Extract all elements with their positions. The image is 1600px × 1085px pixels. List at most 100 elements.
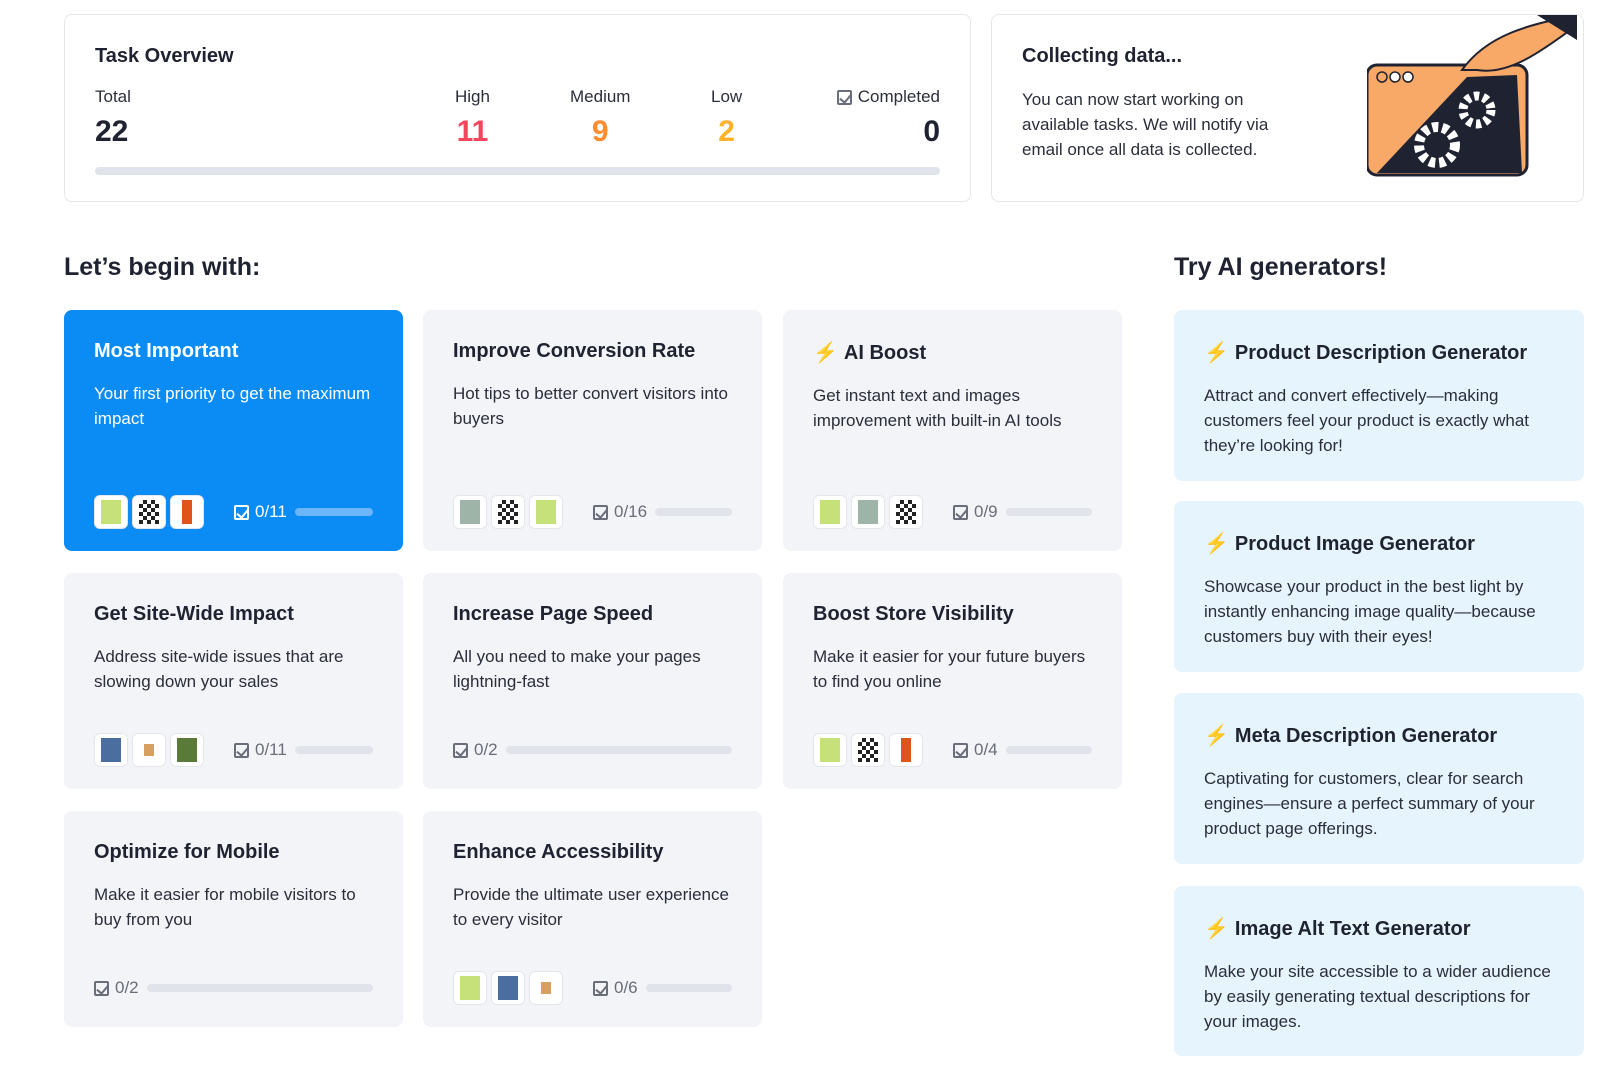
progress-bar [146,984,373,992]
card-description: All you need to make your pages lightnin… [453,647,701,691]
card-title: Increase Page Speed [453,603,654,625]
task-card[interactable]: Optimize for Mobile Make it easier for m… [64,811,403,1027]
product-thumbnail [453,971,487,1005]
high-value: 11 [456,115,489,148]
card-title: Enhance Accessibility [453,841,664,863]
ai-card-title: Image Alt Text Generator [1234,918,1471,940]
task-count: 0/6 [614,978,638,997]
task-count: 0/16 [614,502,648,521]
task-card[interactable]: Enhance Accessibility Provide the ultima… [423,811,762,1027]
task-count: 0/2 [474,740,498,759]
ai-generator-card[interactable]: ⚡ Image Alt Text Generator Make your site … [1174,886,1584,1056]
high-label: High [455,87,490,106]
progress-bar [645,984,732,992]
product-thumbnail [491,971,525,1005]
task-card[interactable]: Increase Page Speed All you need to make… [423,573,762,789]
task-card[interactable]: Most Important Your first priority to ge… [64,310,403,551]
ai-card-title: Product Image Generator [1234,533,1475,555]
lightning-icon: ⚡ [813,342,838,364]
product-thumbnail [94,733,128,767]
progress-bar [505,746,732,754]
task-card[interactable]: Improve Conversion Rate Hot tips to bett… [423,310,762,551]
ai-card-title: Product Description Generator [1234,342,1528,364]
card-title: Boost Store Visibility [813,603,1014,625]
product-thumbnail [529,971,563,1005]
gears-browser-illustration [1367,15,1577,177]
ai-card-description: Showcase your product in the best light … [1204,577,1536,646]
checkbox-icon [94,980,109,996]
low-value: 2 [718,115,735,148]
low-label: Low [711,87,743,106]
task-count: 0/11 [255,740,287,759]
collecting-data-panel: Collecting data... You can now start wor… [991,14,1584,202]
card-description: Provide the ultimate user experience to … [453,885,729,929]
medium-value: 9 [591,115,609,148]
ai-card-description: Attract and convert effectively—making c… [1204,386,1530,455]
product-thumbnail [851,495,885,529]
collecting-title: Collecting data... [1022,45,1183,67]
product-thumbnail [889,495,923,529]
task-count: 0/9 [974,502,998,521]
progress-bar [1005,508,1092,516]
lightning-icon: ⚡ [1204,725,1229,747]
checkbox-icon [593,504,608,520]
card-title: ⚡ AI Boost [813,342,927,364]
lightning-icon: ⚡ [1204,342,1229,364]
ai-generator-card[interactable]: ⚡ Product Image Generator Showcase your pr… [1174,501,1584,672]
ai-card-description: Captivating for customers, clear for sea… [1204,769,1535,838]
product-thumbnail [453,495,487,529]
begin-section-title: Let’s begin with: [64,253,261,281]
medium-label: Medium [570,87,631,106]
progress-bar [1005,746,1092,754]
task-overview-title: Task Overview [95,45,234,67]
task-count: 0/4 [974,740,998,759]
checkbox-icon [453,742,468,758]
stat-high: High 11 [455,87,490,149]
task-count: 0/2 [115,978,139,997]
product-thumbnail [813,733,847,767]
total-label: Total [95,87,131,106]
task-card[interactable]: Boost Store Visibility Make it easier fo… [783,573,1122,789]
overall-progress-bar [95,167,940,175]
ai-section-title: Try AI generators! [1174,253,1388,281]
stat-completed: Completed 0 [836,87,940,149]
product-thumbnail [170,495,204,529]
card-description: Get instant text and images improvement … [813,386,1062,430]
card-description: Hot tips to better convert visitors into… [453,384,728,428]
card-description: Address site-wide issues that are slowin… [94,647,344,691]
stat-low: Low 2 [711,87,742,149]
checkbox-icon [953,504,968,520]
ai-generator-card[interactable]: ⚡ Product Description Generator Attract an… [1174,310,1584,481]
completed-value: 0 [923,115,940,148]
checkbox-icon [234,504,249,520]
ai-card-description: Make your site accessible to a wider aud… [1204,962,1551,1031]
card-description: Make it easier for mobile visitors to bu… [94,885,356,929]
progress-bar [294,746,373,754]
card-title: Improve Conversion Rate [453,340,696,362]
checkbox-icon [836,89,852,105]
product-thumbnail [491,495,525,529]
product-thumbnail [132,733,166,767]
ai-card-title: Meta Description Generator [1234,725,1498,747]
lightning-icon: ⚡ [1204,918,1229,940]
progress-bar [294,508,373,516]
product-thumbnail [851,733,885,767]
stat-medium: Medium 9 [570,87,630,149]
lightning-icon: ⚡ [1204,533,1229,555]
completed-label: Completed [857,87,940,106]
task-card[interactable]: Get Site-Wide Impact Address site-wide i… [64,573,403,789]
product-thumbnail [529,495,563,529]
total-value: 22 [95,115,129,148]
ai-generator-card[interactable]: ⚡ Meta Description Generator Captivating f… [1174,693,1584,864]
product-thumbnail [813,495,847,529]
product-thumbnail [94,495,128,529]
card-title: Optimize for Mobile [94,841,280,863]
card-description: Your first priority to get the maximum i… [94,384,371,428]
task-count: 0/11 [255,502,287,521]
task-card[interactable]: ⚡ AI Boost Get instant text and images im… [783,310,1122,551]
checkbox-icon [593,980,608,996]
product-thumbnail [889,733,923,767]
card-title: Get Site-Wide Impact [94,603,294,625]
card-title: Most Important [94,340,239,362]
task-overview-panel: Task Overview Total 22 High 11 Medium 9 Low… [64,14,971,202]
